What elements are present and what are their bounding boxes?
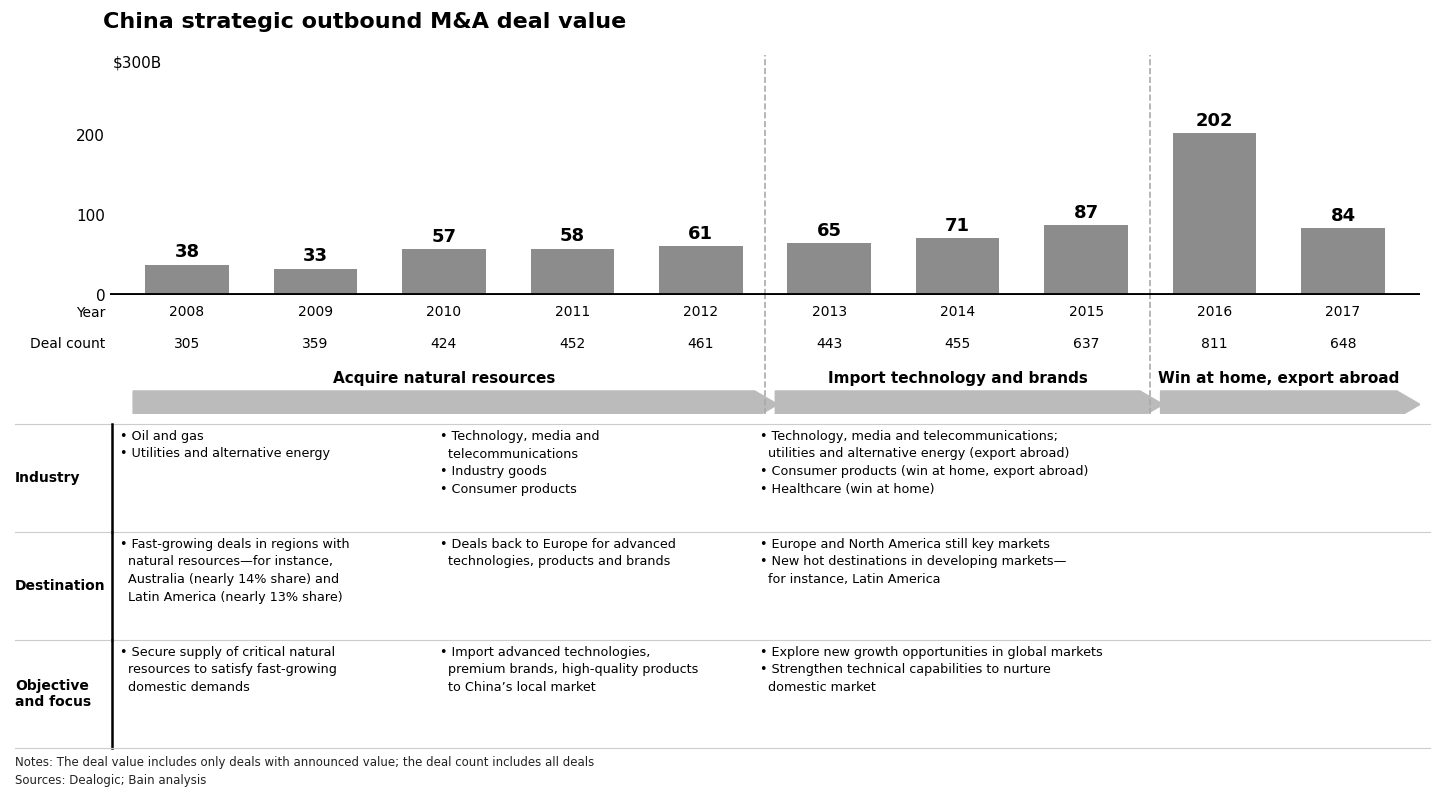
Text: Objective
and focus: Objective and focus [14,679,91,709]
Text: Destination: Destination [14,579,105,593]
Text: Industry: Industry [14,471,81,485]
Bar [145,265,229,295]
Text: 2012: 2012 [683,305,719,319]
Text: • Secure supply of critical natural
  resources to satisfy fast-growing
  domest: • Secure supply of critical natural reso… [120,646,337,694]
Text: 2014: 2014 [940,305,975,319]
Text: 2015: 2015 [1068,305,1103,319]
Text: 2016: 2016 [1197,305,1233,319]
Text: 61: 61 [688,225,713,243]
Bar [402,249,485,295]
Text: • Fast-growing deals in regions with
  natural resources—for instance,
  Austral: • Fast-growing deals in regions with nat… [120,538,350,603]
Text: 452: 452 [559,337,586,351]
Text: China strategic outbound M&A deal value: China strategic outbound M&A deal value [102,12,626,32]
Text: 2008: 2008 [170,305,204,319]
Text: 71: 71 [945,217,971,235]
Text: 2010: 2010 [426,305,461,319]
Bar [1044,225,1128,295]
Bar [916,238,999,295]
Text: 65: 65 [816,222,842,240]
Text: 57: 57 [432,228,456,246]
Text: 461: 461 [687,337,714,351]
Text: 58: 58 [560,228,585,245]
Bar [788,243,871,295]
Text: • Explore new growth opportunities in global markets
• Strengthen technical capa: • Explore new growth opportunities in gl… [760,646,1103,694]
Text: 455: 455 [945,337,971,351]
Text: Deal count: Deal count [30,337,105,351]
Bar [1302,228,1385,295]
Text: Year: Year [76,305,105,319]
Text: 38: 38 [174,243,200,262]
Polygon shape [775,391,1164,418]
Text: 33: 33 [302,247,328,266]
Bar [660,246,743,295]
Text: 811: 811 [1201,337,1228,351]
Text: 202: 202 [1195,113,1233,130]
Polygon shape [132,391,778,418]
Text: 648: 648 [1329,337,1356,351]
Text: 84: 84 [1331,207,1355,224]
Text: 305: 305 [174,337,200,351]
Text: 424: 424 [431,337,456,351]
Text: • Import advanced technologies,
  premium brands, high-quality products
  to Chi: • Import advanced technologies, premium … [441,646,698,694]
Polygon shape [1161,391,1420,418]
Text: Win at home, export abroad: Win at home, export abroad [1158,370,1400,386]
Text: • Oil and gas
• Utilities and alternative energy: • Oil and gas • Utilities and alternativ… [120,430,330,461]
Text: $300B: $300B [112,56,161,71]
Text: Notes: The deal value includes only deals with announced value; the deal count i: Notes: The deal value includes only deal… [14,756,595,787]
Text: 2013: 2013 [812,305,847,319]
Text: Acquire natural resources: Acquire natural resources [333,370,554,386]
Text: 443: 443 [816,337,842,351]
Bar [1172,134,1256,295]
Text: • Technology, media and
  telecommunications
• Industry goods
• Consumer product: • Technology, media and telecommunicatio… [441,430,599,496]
Text: 2009: 2009 [298,305,333,319]
Text: • Technology, media and telecommunications;
  utilities and alternative energy (: • Technology, media and telecommunicatio… [760,430,1089,496]
Text: 2011: 2011 [554,305,590,319]
Text: 637: 637 [1073,337,1099,351]
Text: Import technology and brands: Import technology and brands [828,370,1087,386]
Bar [530,249,613,295]
Text: 2017: 2017 [1325,305,1361,319]
Text: • Europe and North America still key markets
• New hot destinations in developin: • Europe and North America still key mar… [760,538,1067,586]
Text: 87: 87 [1073,204,1099,222]
Text: • Deals back to Europe for advanced
  technologies, products and brands: • Deals back to Europe for advanced tech… [441,538,675,569]
Text: 359: 359 [302,337,328,351]
Bar [274,269,357,295]
